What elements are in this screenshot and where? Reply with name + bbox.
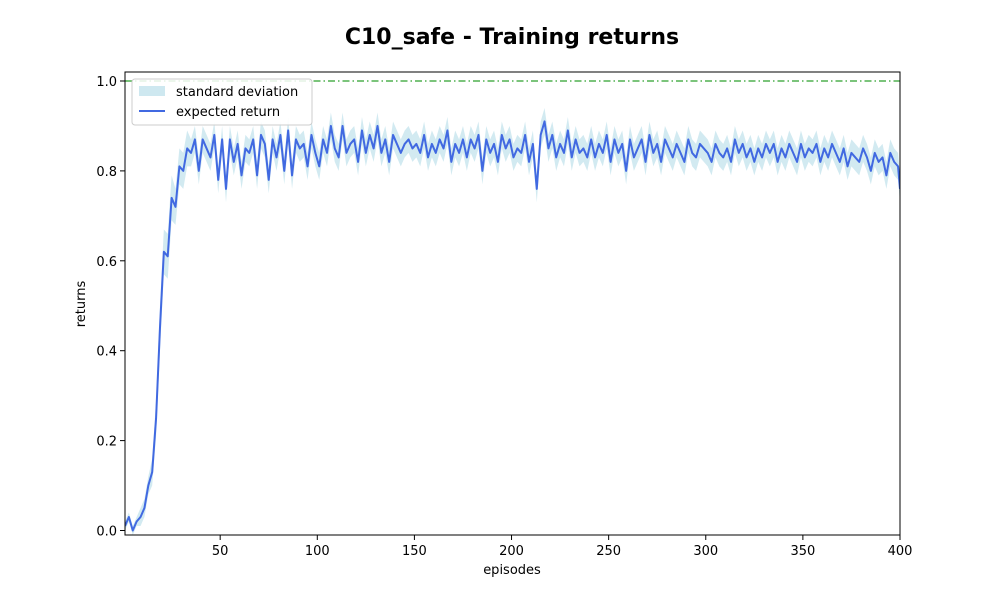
- x-tick-label: 300: [693, 544, 718, 559]
- x-axis-label: episodes: [483, 563, 541, 578]
- plot-area: 50 100 150 200 250 300 350 400 0.0 0.2 0.4 0.6 0.8 1…: [96, 71, 913, 559]
- y-tick-label: 0.6: [96, 255, 117, 270]
- legend-label-standard-deviation: standard deviation: [176, 85, 298, 100]
- x-tick-label: 250: [596, 544, 621, 559]
- x-tick-label: 350: [790, 544, 815, 559]
- legend-swatch-standard-deviation: [139, 86, 165, 96]
- plot-frame: [124, 71, 901, 536]
- x-tick-label: 100: [305, 544, 330, 559]
- std-band: [125, 107, 900, 535]
- x-tick-label: 200: [499, 544, 524, 559]
- x-axis: 50 100 150 200 250 300 350 400: [212, 535, 913, 559]
- expected-return-line: [125, 120, 900, 532]
- y-axis: 0.0 0.2 0.4 0.6 0.8 1.0: [96, 75, 125, 540]
- x-tick-label: 150: [402, 544, 427, 559]
- y-tick-label: 1.0: [96, 75, 117, 90]
- series-layer: [125, 80, 900, 535]
- legend: standard deviation expected return: [131, 78, 313, 126]
- y-tick-label: 0.0: [96, 525, 117, 540]
- y-tick-label: 0.8: [96, 165, 117, 180]
- x-tick-label: 50: [212, 544, 229, 559]
- y-tick-label: 0.2: [96, 435, 117, 450]
- y-tick-label: 0.4: [96, 345, 117, 360]
- chart-title: C10_safe - Training returns: [345, 25, 679, 50]
- legend-box: [131, 78, 313, 126]
- legend-label-expected-return: expected return: [176, 105, 280, 120]
- x-tick-label: 400: [888, 544, 913, 559]
- y-axis-label: returns: [74, 281, 89, 328]
